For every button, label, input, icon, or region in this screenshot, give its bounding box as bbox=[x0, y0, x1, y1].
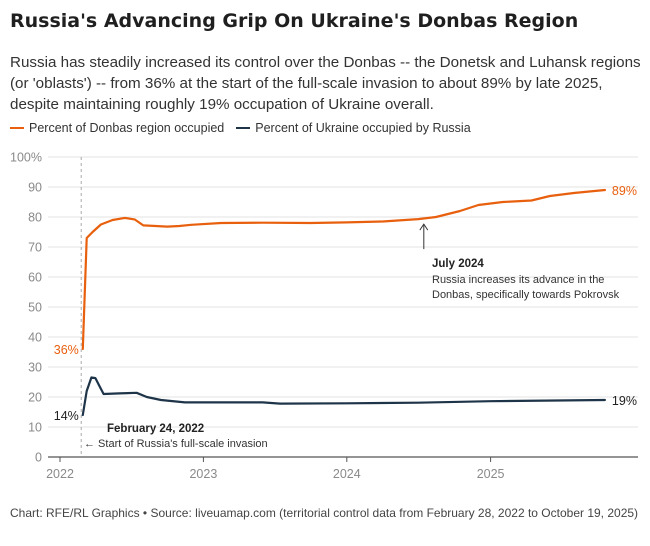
legend-label-donbas: Percent of Donbas region occupied bbox=[29, 121, 225, 135]
y-tick-label: 50 bbox=[28, 301, 42, 315]
y-tick-label: 10 bbox=[28, 421, 42, 435]
ukraine-series-line bbox=[81, 376, 606, 417]
july-annotation-arrowhead bbox=[419, 223, 429, 231]
y-tick-label: 70 bbox=[28, 241, 42, 255]
line-chart: 0 10 20 30 40 50 60 70 80 90 100% 2022 2023 2024 2025 3… bbox=[10, 151, 638, 480]
y-tick-label: 80 bbox=[28, 211, 42, 225]
y-tick-label: 40 bbox=[28, 331, 42, 345]
x-tick-label: 2024 bbox=[333, 467, 361, 480]
x-tick-label: 2025 bbox=[477, 467, 505, 480]
chart-subtitle: Russia has steadily increased its contro… bbox=[10, 54, 641, 113]
ukraine-start-label: 14% bbox=[54, 409, 79, 423]
legend-swatch-ukraine bbox=[236, 127, 251, 129]
donbas-series-line bbox=[81, 188, 606, 351]
chart-title: Russia's Advancing Grip On Ukraine's Don… bbox=[10, 10, 579, 32]
invasion-annotation-text: ← Start of Russia's full-scale invasion bbox=[84, 438, 268, 450]
donbas-end-label: 89% bbox=[612, 184, 637, 198]
y-tick-label: 30 bbox=[28, 361, 42, 375]
y-tick-label: 20 bbox=[28, 391, 42, 405]
chart-legend: Percent of Donbas region occupied Percen… bbox=[10, 121, 471, 135]
y-tick-label: 0 bbox=[35, 451, 42, 465]
july-annotation-title: July 2024 bbox=[432, 258, 484, 270]
legend-swatch-donbas bbox=[10, 127, 24, 129]
x-tick-label: 2023 bbox=[189, 467, 217, 480]
july-annotation-text: Russia increases its advance in the bbox=[432, 274, 604, 286]
july-annotation-text: Donbas, specifically towards Pokrovsk bbox=[432, 289, 620, 301]
y-tick-label: 90 bbox=[28, 181, 42, 195]
legend-label-ukraine: Percent of Ukraine occupied by Russia bbox=[255, 121, 471, 135]
invasion-annotation-title: February 24, 2022 bbox=[107, 423, 204, 435]
source-note: Chart: RFE/RL Graphics • Source: liveuam… bbox=[10, 506, 639, 520]
y-tick-label: 100% bbox=[10, 151, 42, 165]
legend-item-ukraine: Percent of Ukraine occupied by Russia bbox=[236, 121, 471, 135]
donbas-start-label: 36% bbox=[54, 343, 79, 357]
y-tick-label: 60 bbox=[28, 271, 42, 285]
ukraine-end-label: 19% bbox=[612, 394, 637, 408]
legend-item-donbas: Percent of Donbas region occupied bbox=[10, 121, 224, 135]
x-tick-label: 2022 bbox=[46, 467, 74, 480]
